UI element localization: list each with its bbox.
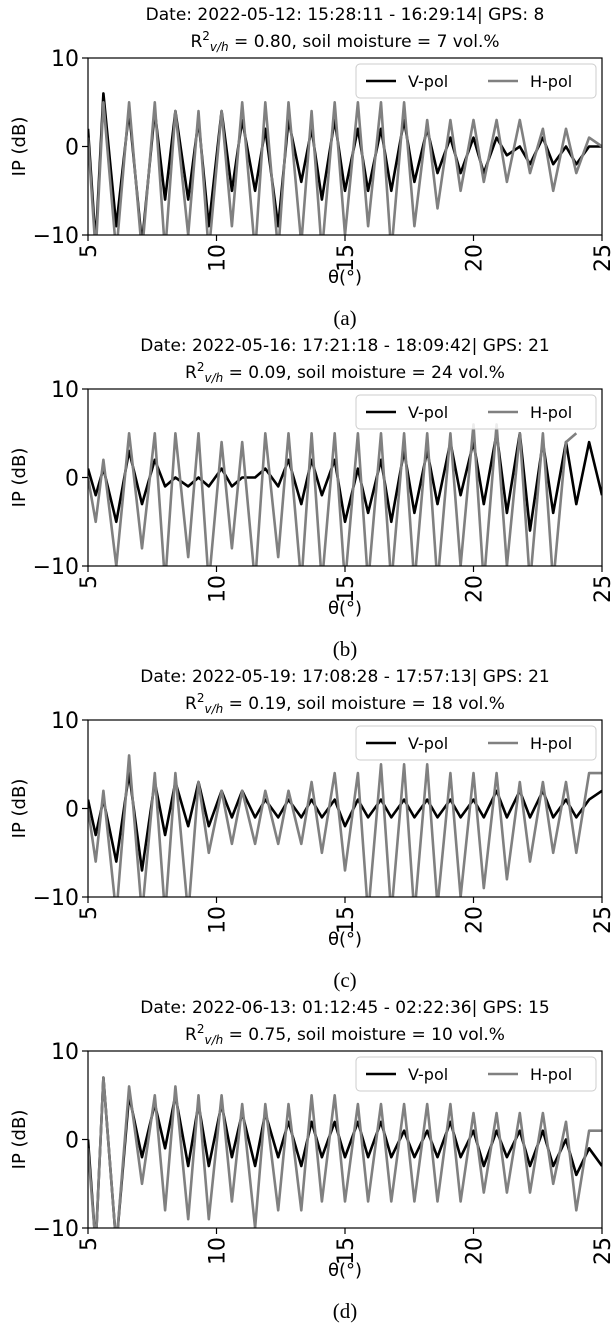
y-tick-label: 10 <box>51 1040 79 1065</box>
x-tick-label: 5 <box>77 575 102 589</box>
subtitle-sub: v/h <box>210 40 229 54</box>
y-axis-label: IP (dB) <box>9 448 30 508</box>
caption: (b) <box>333 637 358 661</box>
subtitle-sup: 2 <box>197 360 205 374</box>
y-tick-label: 10 <box>51 378 79 403</box>
legend-label: V-pol <box>408 1065 448 1084</box>
x-tick-label: 15 <box>334 906 359 934</box>
chart-subtitle: R2v/h = 0.09, soil moisture = 24 vol.% <box>185 360 505 385</box>
legend-label: H-pol <box>530 1065 572 1084</box>
chart-title: Date: 2022-05-16: 17:21:18 - 18:09:42| G… <box>140 336 549 356</box>
subtitle-sup: 2 <box>197 1022 205 1036</box>
y-tick-label: 10 <box>51 709 79 734</box>
y-axis-label: IP (dB) <box>9 1110 30 1170</box>
y-axis-label: IP (dB) <box>9 779 30 839</box>
x-tick-label: 20 <box>463 1237 488 1265</box>
y-axis-label: IP (dB) <box>9 117 30 177</box>
x-tick-label: 20 <box>463 244 488 272</box>
caption: (a) <box>333 306 356 330</box>
subtitle-text: = 0.80, soil moisture = 7 vol.% <box>229 32 500 52</box>
x-axis-label: θ(°) <box>328 929 362 950</box>
x-tick-label: 5 <box>77 906 102 920</box>
panel: Date: 2022-06-13: 01:12:45 - 02:22:36| G… <box>9 998 611 1323</box>
chart-subtitle: R2v/h = 0.19, soil moisture = 18 vol.% <box>185 691 505 716</box>
plot-lines <box>88 754 602 897</box>
plot-frame <box>87 57 603 236</box>
x-axis-label: θ(°) <box>328 598 362 619</box>
subtitle-sub: v/h <box>204 371 223 385</box>
x-tick-label: 15 <box>334 1237 359 1265</box>
series-line <box>88 754 602 897</box>
plot-lines <box>88 92 602 235</box>
legend-label: H-pol <box>530 734 572 753</box>
plot-frame <box>87 1050 603 1229</box>
panel: Date: 2022-05-16: 17:21:18 - 18:09:42| G… <box>9 336 611 661</box>
legend-box <box>355 725 597 761</box>
y-tick-label: −10 <box>33 886 79 911</box>
panel: Date: 2022-05-12: 15:28:11 - 16:29:14| G… <box>9 5 611 330</box>
legend-label: V-pol <box>408 403 448 422</box>
subtitle-base: R <box>185 363 197 383</box>
subtitle-sub: v/h <box>204 702 223 716</box>
x-tick-label: 25 <box>591 1237 611 1265</box>
y-tick-label: −10 <box>33 1217 79 1242</box>
subtitle-text: = 0.09, soil moisture = 24 vol.% <box>223 363 505 383</box>
x-tick-label: 10 <box>206 1237 231 1265</box>
legend-label: V-pol <box>408 734 448 753</box>
x-tick-label: 5 <box>77 244 102 258</box>
subtitle-text: = 0.75, soil moisture = 10 vol.% <box>223 1025 505 1045</box>
x-tick-label: 10 <box>206 575 231 603</box>
legend-label: H-pol <box>530 72 572 91</box>
chart-subtitle: R2v/h = 0.75, soil moisture = 10 vol.% <box>185 1022 505 1047</box>
x-tick-label: 10 <box>206 244 231 272</box>
y-tick-label: −10 <box>33 555 79 580</box>
plot-frame <box>87 388 603 567</box>
x-tick-label: 25 <box>591 906 611 934</box>
x-tick-label: 25 <box>591 244 611 272</box>
legend-box <box>355 394 597 430</box>
subtitle-sup: 2 <box>202 29 210 43</box>
series-line <box>88 1076 602 1228</box>
x-axis-label: θ(°) <box>328 267 362 288</box>
subtitle-base: R <box>190 32 202 52</box>
plot-lines <box>88 1076 602 1228</box>
subtitle-base: R <box>185 694 197 714</box>
y-tick-label: 0 <box>65 1129 79 1154</box>
subtitle-text: = 0.19, soil moisture = 18 vol.% <box>223 694 505 714</box>
y-tick-label: 0 <box>65 136 79 161</box>
series-line <box>88 101 602 235</box>
subtitle-sub: v/h <box>204 1033 223 1047</box>
x-axis-label: θ(°) <box>328 1260 362 1281</box>
legend-box <box>355 1056 597 1092</box>
y-tick-label: 10 <box>51 47 79 72</box>
subtitle-sup: 2 <box>197 691 205 705</box>
panel: Date: 2022-05-19: 17:08:28 - 17:57:13| G… <box>9 667 611 992</box>
x-tick-label: 20 <box>463 906 488 934</box>
legend-box <box>355 63 597 99</box>
caption: (c) <box>333 968 356 992</box>
plot-frame <box>87 719 603 898</box>
x-tick-label: 15 <box>334 244 359 272</box>
y-tick-label: 0 <box>65 467 79 492</box>
subtitle-base: R <box>185 1025 197 1045</box>
y-tick-label: −10 <box>33 224 79 249</box>
chart-title: Date: 2022-05-19: 17:08:28 - 17:57:13| G… <box>140 667 549 687</box>
plot-lines <box>88 423 602 566</box>
y-tick-label: 0 <box>65 798 79 823</box>
x-tick-label: 25 <box>591 575 611 603</box>
x-tick-label: 15 <box>334 575 359 603</box>
legend-label: H-pol <box>530 403 572 422</box>
x-tick-label: 10 <box>206 906 231 934</box>
series-line <box>88 423 578 566</box>
caption: (d) <box>333 1299 358 1323</box>
chart-title: Date: 2022-06-13: 01:12:45 - 02:22:36| G… <box>140 998 549 1018</box>
legend-label: V-pol <box>408 72 448 91</box>
x-tick-label: 5 <box>77 1237 102 1251</box>
x-tick-label: 20 <box>463 575 488 603</box>
chart-title: Date: 2022-05-12: 15:28:11 - 16:29:14| G… <box>146 5 545 25</box>
chart-subtitle: R2v/h = 0.80, soil moisture = 7 vol.% <box>190 29 499 54</box>
